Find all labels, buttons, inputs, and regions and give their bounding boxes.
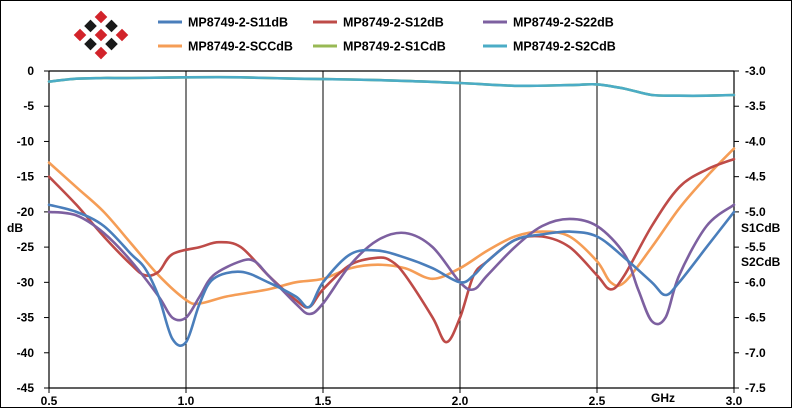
y-right-tick-label: -5.5 xyxy=(745,240,766,254)
y-left-tick-label: 0 xyxy=(27,64,34,78)
y-right-tick-label: -3.5 xyxy=(745,99,766,113)
x-tick-label: 1.5 xyxy=(315,394,332,408)
y-right-tick-label: -7.0 xyxy=(745,346,766,360)
y-left-tick-label: -25 xyxy=(17,240,35,254)
series-line-mp8749-2-s12db xyxy=(47,157,736,344)
logo-diamond-tile xyxy=(73,28,87,42)
logo-diamond-tile xyxy=(94,10,108,24)
y-right-tick-label: -4.0 xyxy=(745,134,766,148)
logo-diamond-tile xyxy=(94,46,108,60)
y-right-tick-label: -6.0 xyxy=(745,275,766,289)
y-right-tick-label: -4.5 xyxy=(745,170,766,184)
legend-label-mp8749-2-s2cdb: MP8749-2-S2CdB xyxy=(513,40,616,54)
y-right-tick-label: -3.0 xyxy=(745,64,766,78)
legend-label-mp8749-2-s11db: MP8749-2-S11dB xyxy=(188,16,288,30)
y-left-tick-label: -45 xyxy=(17,381,35,395)
chart-legend: MP8749-2-S11dB MP8749-2-S12dB MP8749-2-S22… xyxy=(158,16,616,54)
y-right-tick-label: -5.0 xyxy=(745,205,766,219)
series-line-mp8749-2-s2cdb xyxy=(47,75,736,98)
x-tick-label: 2.5 xyxy=(589,394,606,408)
y-left-tick-label: -40 xyxy=(17,346,35,360)
x-tick-label: 3.0 xyxy=(726,394,743,408)
y-left-tick-label: -35 xyxy=(17,311,35,325)
logo-diamond-tile xyxy=(105,37,118,51)
logo-diamond-tile xyxy=(94,28,108,42)
y-left-tick-label: -5 xyxy=(23,99,34,113)
legend-label-mp8749-2-s22db: MP8749-2-S22dB xyxy=(513,16,614,30)
y-left-tick-label: -20 xyxy=(17,205,35,219)
y-left-tick-label: -10 xyxy=(17,134,35,148)
legend-label-mp8749-2-sccdb: MP8749-2-SCCdB xyxy=(188,40,293,54)
logo-diamond-tile xyxy=(115,28,129,42)
logo-diamond-tile xyxy=(84,19,97,33)
legend-label-mp8749-2-s12db: MP8749-2-S12dB xyxy=(343,16,444,30)
series-line-mp8749-2-sccdb xyxy=(47,147,736,306)
series-layer xyxy=(47,75,736,347)
x-tick-label: 2.0 xyxy=(452,394,469,408)
y-right-tick-label: -6.5 xyxy=(745,311,766,325)
y-axis-label-right-1: S1CdB xyxy=(741,221,781,235)
legend-label-mp8749-2-s1cdb: MP8749-2-S1CdB xyxy=(343,40,446,54)
y-axis-label-right-2: S2CdB xyxy=(741,255,781,269)
logo-diamond-tile xyxy=(84,37,97,51)
x-axis-label: GHz xyxy=(651,391,675,405)
diamond-logo xyxy=(73,10,129,60)
logo-diamond-tile xyxy=(105,19,118,33)
y-left-tick-label: -15 xyxy=(17,170,35,184)
series-line-mp8749-2-s22db xyxy=(47,203,736,326)
series-line-mp8749-2-s11db xyxy=(47,203,736,347)
chart-grid xyxy=(44,70,739,393)
x-tick-label: 0.5 xyxy=(41,394,58,408)
y-right-tick-label: -7.5 xyxy=(745,381,766,395)
tick-labels: 0.5 1.0 1.5 2.0 2.5 3.0 0 -5 -10 -15 -20 -25 -30 -35 -… xyxy=(17,64,766,408)
y-left-tick-label: -30 xyxy=(17,275,35,289)
x-tick-label: 1.0 xyxy=(178,394,195,408)
y-axis-label-left: dB xyxy=(7,221,23,235)
